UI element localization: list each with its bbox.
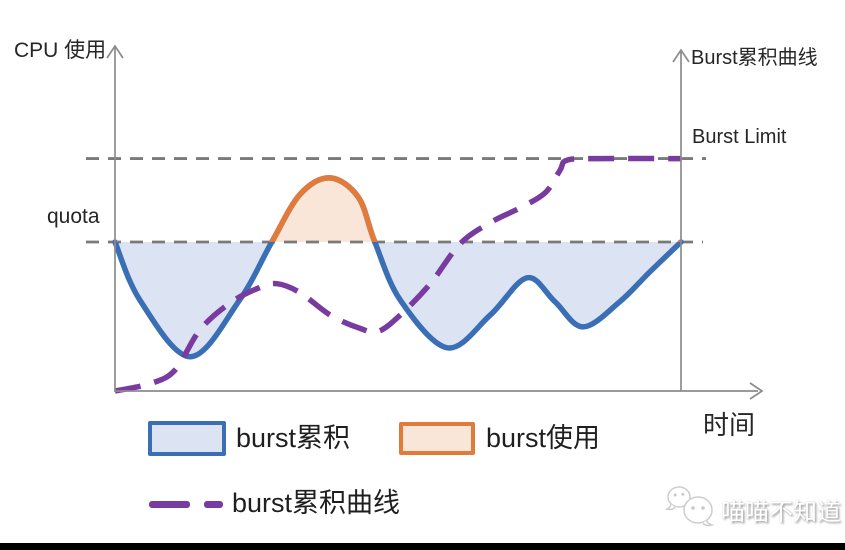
cpu-usage-curve: [112, 175, 684, 360]
right-axis-arrow-icon: [672, 48, 690, 63]
left-axis-arrow-icon: [106, 44, 124, 59]
burst-accumulation-curve: [114, 155, 682, 394]
legend-label-burst-use: burst使用: [486, 423, 601, 453]
quota-label: quota: [47, 205, 100, 228]
wechat-logo-icon: [664, 486, 715, 527]
y-left-axis-label: CPU 使用: [14, 39, 107, 62]
legend-swatch-burst-curve-dash: [149, 501, 190, 508]
legend-label-burst-curve: burst累积曲线: [232, 488, 401, 518]
footer-bar: [0, 543, 845, 550]
burst-accum-fill: [115, 242, 681, 357]
burst-limit-label: Burst Limit: [692, 126, 787, 148]
y-right-axis-label: Burst累积曲线: [691, 47, 818, 69]
x-axis-label: 时间: [703, 410, 756, 440]
legend-swatch-burst-curve-dash: [204, 501, 223, 508]
watermark-text: 喵喵不知道: [721, 499, 841, 526]
legend-swatch-burst-accum: [148, 421, 226, 456]
legend-label-burst-accum: burst累积: [236, 423, 351, 453]
legend-swatch-burst-use: [399, 422, 475, 455]
x-axis-arrow-icon: [749, 382, 764, 400]
